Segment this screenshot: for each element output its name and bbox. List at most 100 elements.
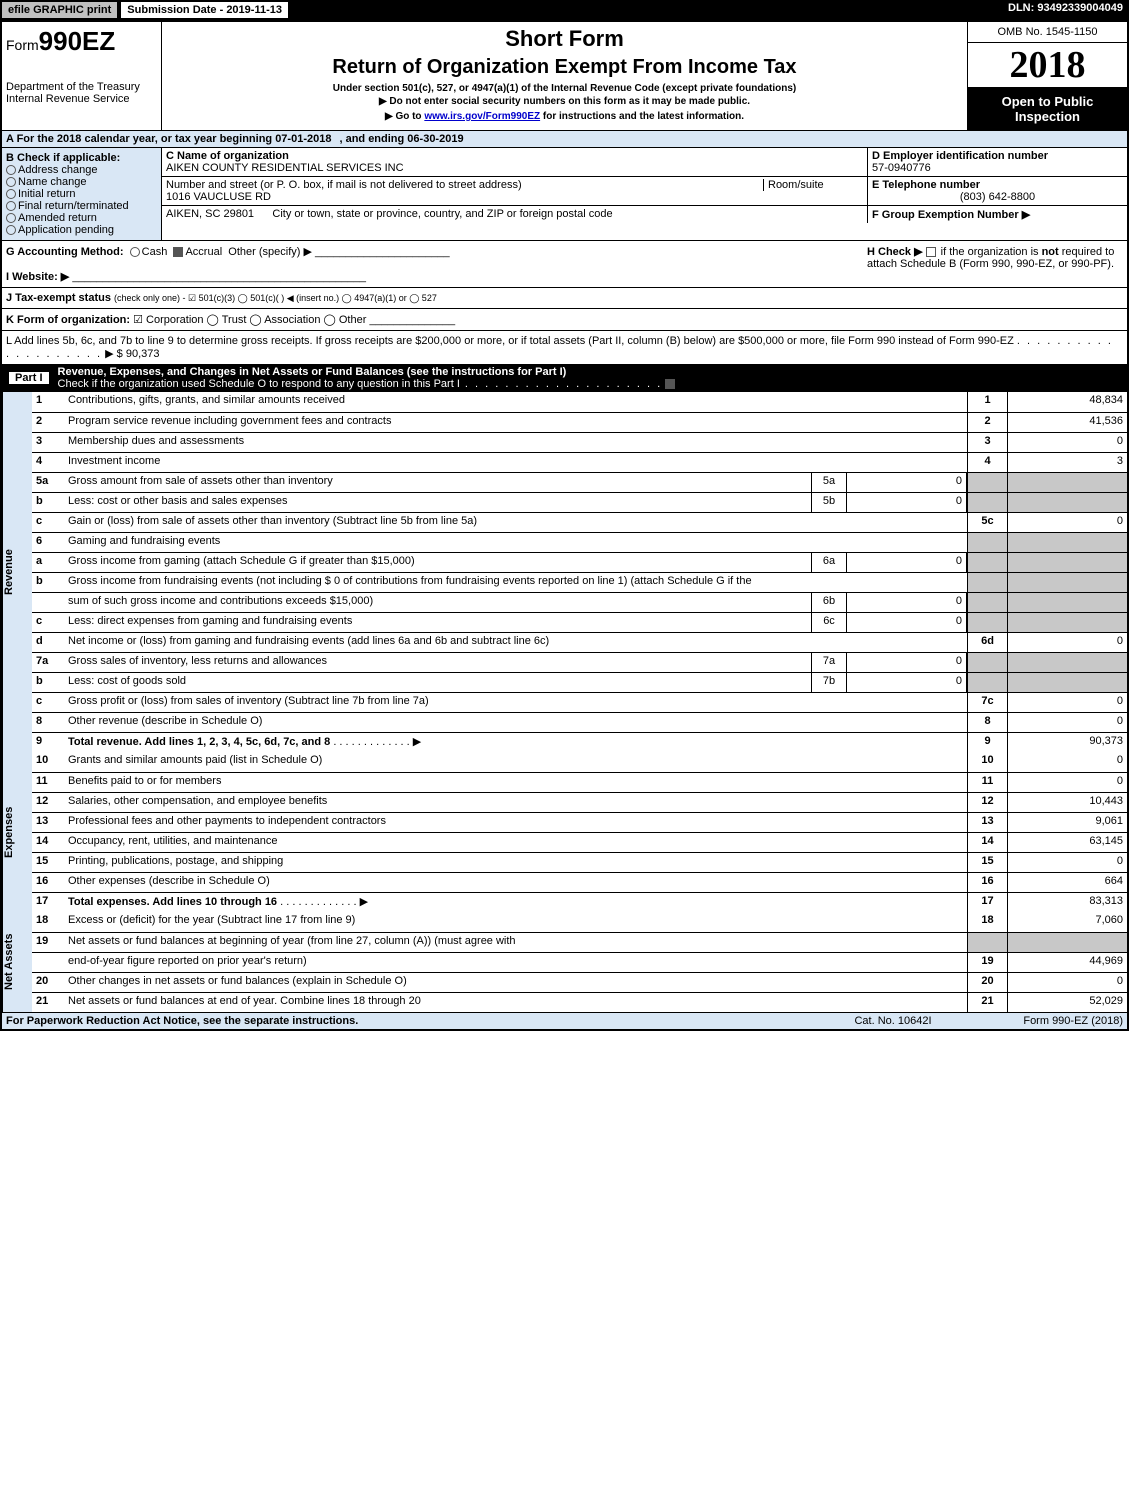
chk-initial-return[interactable]: Initial return xyxy=(6,188,157,200)
line-desc: Less: direct expenses from gaming and fu… xyxy=(64,613,811,632)
line-row: 19Net assets or fund balances at beginni… xyxy=(32,932,1127,952)
box-line-num xyxy=(967,493,1007,512)
box-line-val: 0 xyxy=(1007,633,1127,652)
box-line-val: 63,145 xyxy=(1007,833,1127,852)
line-desc: sum of such gross income and contributio… xyxy=(64,593,811,612)
box-line-val: 0 xyxy=(1007,513,1127,532)
box-line-num: 18 xyxy=(967,912,1007,932)
c-label: C Name of organization xyxy=(166,150,863,162)
box-line-num: 5c xyxy=(967,513,1007,532)
box-line-num: 15 xyxy=(967,853,1007,872)
part1-sub: Check if the organization used Schedule … xyxy=(58,378,460,390)
box-line-num: 20 xyxy=(967,973,1007,992)
header-row: Form990EZ Department of the Treasury Int… xyxy=(2,22,1127,131)
line-row: cLess: direct expenses from gaming and f… xyxy=(32,612,1127,632)
box-line-num: 9 xyxy=(967,733,1007,752)
c-name-box: C Name of organization AIKEN COUNTY RESI… xyxy=(162,148,867,177)
line-row: 21Net assets or fund balances at end of … xyxy=(32,992,1127,1012)
part1-title-block: Revenue, Expenses, and Changes in Net As… xyxy=(58,366,678,390)
line-number: d xyxy=(32,633,64,652)
form-prefix: Form xyxy=(6,37,39,53)
dots xyxy=(460,378,662,390)
inner-line-val: 0 xyxy=(847,473,967,492)
city-label: City or town, state or province, country… xyxy=(272,208,612,220)
chk-label: Address change xyxy=(18,164,98,176)
line-desc: Total revenue. Add lines 1, 2, 3, 4, 5c,… xyxy=(64,733,967,752)
box-line-num xyxy=(967,673,1007,692)
inner-line-val: 0 xyxy=(847,613,967,632)
chk-final-return[interactable]: Final return/terminated xyxy=(6,200,157,212)
inner-line-num: 7b xyxy=(811,673,847,692)
line-a-begin: A For the 2018 calendar year, or tax yea… xyxy=(2,131,335,147)
irs-link[interactable]: www.irs.gov/Form990EZ xyxy=(424,111,540,122)
l-row: L Add lines 5b, 6c, and 7b to line 9 to … xyxy=(2,330,1127,364)
netassets-label: Net Assets xyxy=(2,912,32,1012)
expenses-label: Expenses xyxy=(2,752,32,912)
box-line-val: 83,313 xyxy=(1007,893,1127,912)
box-line-num: 6d xyxy=(967,633,1007,652)
e-phone: E Telephone number (803) 642-8800 xyxy=(868,177,1127,206)
section-b-title-text: B Check if applicable: xyxy=(6,152,120,164)
line-desc: Total expenses. Add lines 10 through 16 … xyxy=(64,893,967,912)
inner-line-num: 6b xyxy=(811,593,847,612)
box-line-val: 3 xyxy=(1007,453,1127,472)
chk-address-change[interactable]: Address change xyxy=(6,164,157,176)
header-center: Short Form Return of Organization Exempt… xyxy=(162,22,967,130)
dept-irs: Internal Revenue Service xyxy=(6,93,157,105)
box-line-num xyxy=(967,613,1007,632)
circle-icon xyxy=(6,201,16,211)
right-info: D Employer identification number 57-0940… xyxy=(867,148,1127,223)
g-cash: Cash xyxy=(142,246,168,258)
d-value: 57-0940776 xyxy=(872,162,931,174)
line-row: 5aGross amount from sale of assets other… xyxy=(32,472,1127,492)
i-website-label: I Website: ▶ xyxy=(6,271,69,283)
line-number: 2 xyxy=(32,413,64,432)
line-row: 6Gaming and fundraising events xyxy=(32,532,1127,552)
line-number: 19 xyxy=(32,933,64,952)
h-txt1: if the organization is xyxy=(941,246,1042,258)
box-line-num: 21 xyxy=(967,993,1007,1012)
box-line-num xyxy=(967,593,1007,612)
box-line-num: 8 xyxy=(967,713,1007,732)
box-line-num: 7c xyxy=(967,693,1007,712)
spacer xyxy=(290,0,1002,20)
chk-name-change[interactable]: Name change xyxy=(6,176,157,188)
line-row: 17Total expenses. Add lines 10 through 1… xyxy=(32,892,1127,912)
chk-label: Initial return xyxy=(18,188,75,200)
check-icon[interactable] xyxy=(926,247,936,257)
submission-date: Submission Date - 2019-11-13 xyxy=(120,1,289,19)
box-line-val xyxy=(1007,573,1127,592)
box-line-num: 1 xyxy=(967,392,1007,412)
inner-line-val: 0 xyxy=(847,673,967,692)
line-desc: Other revenue (describe in Schedule O) xyxy=(64,713,967,732)
line-number: 20 xyxy=(32,973,64,992)
line-row: 20Other changes in net assets or fund ba… xyxy=(32,972,1127,992)
box-line-val: 0 xyxy=(1007,752,1127,772)
line-number: 17 xyxy=(32,893,64,912)
part1-label: Part I xyxy=(8,371,50,385)
line-row: 13Professional fees and other payments t… xyxy=(32,812,1127,832)
box-line-val: 664 xyxy=(1007,873,1127,892)
line-desc: Gross amount from sale of assets other t… xyxy=(64,473,811,492)
header-right: OMB No. 1545-1150 2018 Open to Public In… xyxy=(967,22,1127,130)
box-line-val xyxy=(1007,613,1127,632)
chk-application-pending[interactable]: Application pending xyxy=(6,224,157,236)
short-form-title: Short Form xyxy=(166,26,963,52)
chk-label: Application pending xyxy=(18,224,114,236)
line-desc: Gain or (loss) from sale of assets other… xyxy=(64,513,967,532)
line-desc: Other expenses (describe in Schedule O) xyxy=(64,873,967,892)
line-row: 4Investment income43 xyxy=(32,452,1127,472)
h-label: H Check ▶ xyxy=(867,246,923,258)
line-number: 13 xyxy=(32,813,64,832)
box-line-val xyxy=(1007,533,1127,552)
f-label: F Group Exemption Number ▶ xyxy=(872,209,1030,221)
k-text: ☑ Corporation ◯ Trust ◯ Association ◯ Ot… xyxy=(133,314,366,326)
notice2-post: for instructions and the latest informat… xyxy=(540,111,744,122)
line-desc: Less: cost or other basis and sales expe… xyxy=(64,493,811,512)
line-number: 6 xyxy=(32,533,64,552)
line-desc: Benefits paid to or for members xyxy=(64,773,967,792)
header-subtitle: Under section 501(c), 527, or 4947(a)(1)… xyxy=(166,83,963,94)
print-button[interactable]: efile GRAPHIC print xyxy=(1,1,118,19)
chk-amended-return[interactable]: Amended return xyxy=(6,212,157,224)
netassets-section: Net Assets 18Excess or (deficit) for the… xyxy=(2,912,1127,1012)
